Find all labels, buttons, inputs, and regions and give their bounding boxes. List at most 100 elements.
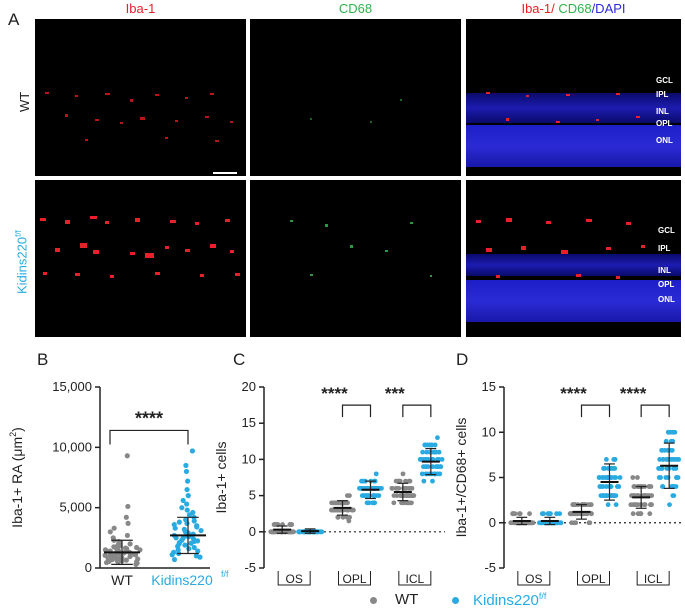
b-data-point — [180, 535, 186, 542]
c-data-point — [410, 493, 416, 498]
c-data-point — [403, 478, 408, 484]
b-x-label-wt: WT — [111, 572, 133, 588]
legend-ko-label: Kidins220f/f — [473, 591, 546, 609]
d-data-point — [659, 447, 665, 453]
b-y-label: Iba-1+ RA (μm2) — [8, 427, 25, 528]
layer-label-inl-ko: INL — [658, 266, 671, 275]
c-y-tick-label: 5 — [249, 488, 256, 503]
d-data-point — [572, 502, 577, 508]
b-data-point — [184, 507, 190, 513]
c-data-point — [365, 493, 371, 498]
b-x-label-ko-sup: f/f — [221, 569, 229, 579]
b-data-point — [184, 486, 190, 493]
layer-label-gcl-ko: GCL — [658, 226, 675, 235]
d-y-tick-label: 0 — [489, 515, 496, 530]
b-data-point — [111, 544, 117, 550]
ko-dapi-onl — [466, 280, 681, 322]
c-category-box — [277, 571, 311, 586]
c-data-point — [433, 449, 439, 455]
b-data-point — [171, 521, 177, 528]
d-data-point — [673, 466, 679, 471]
d-significance-label: **** — [560, 384, 587, 403]
layer-label-opl-ko: OPL — [658, 280, 675, 289]
b-data-point — [116, 538, 122, 545]
c-category-box — [338, 571, 371, 586]
legend-ko-text: Kidins220 — [473, 592, 539, 609]
c-data-point — [432, 442, 438, 448]
c-data-point — [399, 500, 404, 506]
d-data-point — [660, 457, 666, 462]
wt-cd68-signal — [310, 99, 402, 123]
layer-label-inl-wt: INL — [656, 107, 669, 116]
c-data-point — [407, 493, 413, 498]
c-data-point — [373, 471, 379, 477]
d-data-point — [664, 457, 670, 462]
legend-wt-label: WT — [395, 591, 419, 608]
panel-letter-d: D — [456, 350, 469, 369]
d-data-point — [663, 475, 669, 480]
c-significance-bracket — [341, 404, 372, 418]
scale-bar — [213, 172, 237, 174]
c-data-point — [344, 514, 350, 520]
d-data-point — [613, 475, 619, 480]
b-data-point — [107, 529, 113, 535]
d-data-point — [648, 502, 654, 508]
d-data-point — [667, 502, 672, 508]
c-data-point — [360, 493, 366, 498]
c-data-point — [400, 471, 406, 477]
c-data-point — [421, 478, 427, 484]
d-data-point — [600, 484, 606, 489]
layer-label-gcl-wt: GCL — [656, 76, 673, 85]
b-data-point — [110, 535, 116, 541]
d-data-point — [568, 511, 574, 517]
d-y-tick-label: -5 — [484, 560, 496, 575]
b-significance-bracket — [109, 429, 189, 445]
c-significance-label: *** — [385, 384, 405, 403]
ko-dapi-inl — [466, 254, 681, 276]
d-data-point — [670, 429, 676, 435]
c-y-tick-label: 0 — [249, 524, 256, 539]
c-category-label: ICL — [405, 572, 424, 586]
d-data-point — [632, 502, 637, 508]
b-y-tick-label: 10,000 — [52, 439, 92, 454]
c-data-point — [351, 507, 356, 513]
d-data-point — [648, 484, 654, 489]
d-data-point — [527, 511, 532, 517]
d-category-label: ICL — [644, 572, 663, 586]
d-category-box — [577, 571, 610, 586]
d-data-point — [539, 511, 545, 517]
d-y-label: Iba-1+/CD68+ cells — [453, 418, 469, 538]
c-y-label: Iba-1+ cells — [213, 442, 229, 514]
b-data-point — [186, 546, 192, 552]
c-data-point — [335, 500, 341, 506]
c-data-point — [390, 485, 395, 491]
c-y-tick-label: 20 — [242, 379, 256, 394]
b-data-point — [185, 493, 191, 499]
micrograph-wt-iba1 — [35, 19, 246, 176]
b-data-point — [195, 548, 201, 554]
d-data-point — [669, 457, 675, 462]
b-data-point — [102, 552, 108, 558]
c-data-point — [366, 500, 372, 506]
wt-dapi-inl — [466, 93, 681, 123]
layer-label-opl-wt: OPL — [656, 119, 673, 128]
c-data-point — [430, 464, 436, 470]
b-data-point — [191, 544, 197, 551]
b-data-point — [125, 503, 131, 510]
c-data-point — [347, 493, 352, 498]
b-data-point — [122, 545, 129, 551]
d-data-point — [663, 438, 669, 444]
d-data-point — [669, 447, 675, 453]
d-data-point — [670, 438, 676, 444]
d-data-point — [671, 493, 677, 498]
column-title-cd68: CD68 — [338, 1, 373, 16]
b-data-point — [194, 538, 201, 544]
b-y-tick-label: 0 — [85, 560, 92, 575]
d-data-point — [508, 520, 514, 526]
d-data-point — [613, 502, 619, 508]
c-category-box — [398, 571, 432, 586]
c-data-point — [427, 442, 433, 448]
legend-ko-sup: f/f — [538, 591, 547, 601]
d-data-point — [517, 511, 523, 517]
d-data-point — [630, 511, 636, 517]
